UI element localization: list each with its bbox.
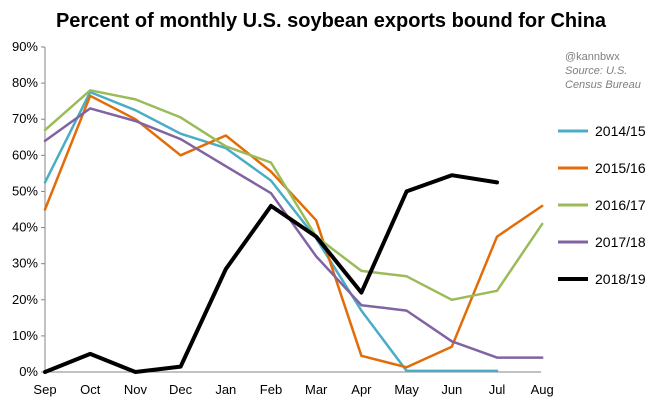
y-tick-label: 20% — [12, 292, 38, 307]
x-tick-label: Feb — [260, 382, 282, 397]
y-tick-label: 50% — [12, 183, 38, 198]
x-tick-label: Mar — [305, 382, 328, 397]
chart-title: Percent of monthly U.S. soybean exports … — [56, 10, 607, 32]
x-tick-label: May — [394, 382, 419, 397]
legend-label: 2014/15 — [595, 123, 646, 139]
legend-label: 2018/19 — [595, 271, 646, 287]
y-tick-label: 0% — [19, 364, 38, 379]
legend-label: 2015/16 — [595, 160, 646, 176]
series-line-2016-17 — [43, 89, 544, 302]
y-tick-label: 80% — [12, 75, 38, 90]
x-tick-label: Nov — [124, 382, 148, 397]
y-tick-label: 60% — [12, 147, 38, 162]
legend-label: 2017/18 — [595, 234, 646, 250]
series-line-2014-15 — [43, 90, 499, 373]
y-tick-label: 40% — [12, 220, 38, 235]
series-line-2017-18 — [43, 107, 544, 359]
annotation-source-name: Census Bureau — [565, 79, 641, 91]
x-tick-label: Sep — [33, 382, 56, 397]
legend: 2014/15 2015/16 2016/17 2017/18 2018/19 — [558, 123, 646, 287]
plot-area: 0% 10% 20% 30% 40% 50% 60% 70% 80% 90% Sep Oct Nov De… — [12, 39, 554, 397]
y-tick-label: 70% — [12, 111, 38, 126]
x-tick-label: Apr — [351, 382, 372, 397]
x-tick-label: Oct — [80, 382, 101, 397]
y-tick-label: 30% — [12, 256, 38, 271]
y-tick-label: 10% — [12, 328, 38, 343]
series-line-2015-16 — [43, 94, 544, 369]
x-tick-label: Jan — [215, 382, 236, 397]
series-line-2018-19 — [43, 173, 499, 374]
y-tick-label: 90% — [12, 39, 38, 54]
legend-label: 2016/17 — [595, 197, 646, 213]
x-tick-label: Aug — [531, 382, 554, 397]
annotation: @kannbwx Source: U.S. Census Bureau — [565, 51, 641, 91]
x-tick-label: Jun — [441, 382, 462, 397]
annotation-author: @kannbwx — [565, 51, 620, 63]
annotation-source: Source: U.S. — [565, 65, 627, 77]
x-tick-label: Jul — [489, 382, 506, 397]
x-tick-label: Dec — [169, 382, 193, 397]
